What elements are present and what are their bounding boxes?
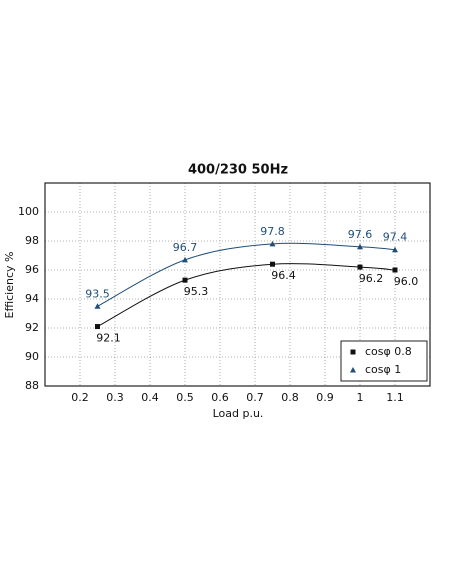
series-line — [97, 263, 396, 327]
data-label: 92.1 — [96, 332, 121, 345]
legend-marker — [350, 349, 356, 355]
y-tick-label: 88 — [25, 379, 39, 392]
legend-box — [340, 340, 428, 382]
marker — [182, 256, 188, 263]
x-tick-label: 0.9 — [316, 391, 334, 404]
chart-title: 400/230 50Hz — [188, 163, 288, 178]
series-line — [97, 242, 396, 307]
marker — [182, 277, 188, 283]
data-label: 93.5 — [85, 287, 110, 300]
y-tick-label: 90 — [25, 350, 39, 363]
marker — [392, 267, 398, 273]
y-tick-label: 92 — [25, 321, 39, 334]
x-tick-label: 1.1 — [386, 391, 404, 404]
x-tick-label: 0.3 — [106, 391, 124, 404]
legend-label: cosφ 0.8 — [365, 345, 412, 358]
data-label: 95.3 — [184, 285, 209, 298]
x-tick-label: 0.4 — [141, 391, 159, 404]
x-tick-label: 0.8 — [281, 391, 299, 404]
marker — [357, 243, 363, 250]
legend-label: cosφ 1 — [365, 363, 401, 376]
y-axis-label: Efficiency % — [3, 252, 16, 319]
marker — [269, 240, 276, 247]
data-label: 97.4 — [383, 231, 408, 244]
marker — [357, 264, 363, 270]
data-label: 97.8 — [260, 225, 285, 238]
x-tick-label: 0.7 — [246, 391, 264, 404]
y-tick-label: 98 — [25, 234, 39, 247]
y-tick-label: 100 — [18, 205, 39, 218]
marker — [392, 246, 398, 253]
marker — [270, 261, 275, 267]
plot-frame — [44, 182, 431, 387]
x-tick-label: 0.2 — [71, 391, 89, 404]
y-tick-label: 96 — [25, 263, 39, 276]
legend-marker — [350, 367, 356, 373]
data-label: 97.6 — [348, 228, 373, 241]
x-axis-label: Load p.u. — [213, 407, 264, 420]
x-tick-label: 1 — [357, 391, 364, 404]
y-tick-label: 94 — [25, 292, 39, 305]
data-label: 96.7 — [173, 241, 198, 254]
marker — [94, 303, 101, 309]
data-label: 96.2 — [359, 272, 384, 285]
data-label: 96.0 — [394, 275, 419, 288]
marker — [95, 324, 100, 330]
x-tick-label: 0.5 — [176, 391, 194, 404]
x-tick-label: 0.6 — [211, 391, 229, 404]
data-label: 96.4 — [271, 269, 296, 282]
